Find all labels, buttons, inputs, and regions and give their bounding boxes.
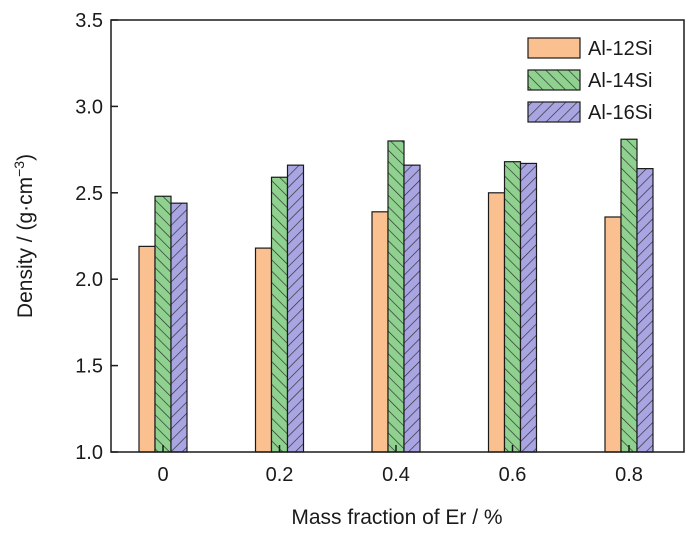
y-tick-label: 1.0 xyxy=(75,442,103,464)
bar-al-12si-0_8 xyxy=(604,216,622,453)
y-axis-title: Density / (g·cm−3) xyxy=(11,154,37,318)
legend-swatch xyxy=(527,101,581,123)
y-axis-title-close: ) xyxy=(14,154,37,161)
bar-al-14si-0 xyxy=(154,195,172,453)
bar-al-16si-0_8 xyxy=(636,168,654,453)
x-tick-label: 0 xyxy=(157,464,168,486)
bar-al-14si-0_6 xyxy=(503,161,522,453)
bar-al-16si-0_2 xyxy=(286,164,305,453)
x-axis: 0 0.2 0.4 0.6 0.8 xyxy=(157,445,643,486)
x-tick-label: 0.6 xyxy=(499,464,527,486)
y-axis-title-superscript: −3 xyxy=(11,161,27,177)
y-tick-label: 3.0 xyxy=(75,96,103,118)
x-axis-title: Mass fraction of Er / % xyxy=(291,506,502,529)
bar-al-14si-0_8 xyxy=(620,138,638,453)
y-tick-label: 2.0 xyxy=(75,269,103,291)
plot-frame xyxy=(110,19,685,453)
bar-al-16si-0 xyxy=(170,202,188,453)
x-tick-label: 0.2 xyxy=(266,464,294,486)
y-tick-label: 3.5 xyxy=(75,10,103,32)
bar-al-16si-0_6 xyxy=(519,162,538,453)
y-axis-title-main: Density / (g·cm xyxy=(14,177,37,318)
bar-al-12si-0_4 xyxy=(371,211,389,453)
y-tick-label: 2.5 xyxy=(75,183,103,205)
bar-al-12si-0 xyxy=(138,245,156,453)
bar-al-14si-0_4 xyxy=(387,140,405,453)
bar-al-14si-0_2 xyxy=(270,176,289,453)
bar-al-12si-0_6 xyxy=(487,192,506,453)
legend-label: Al-16Si xyxy=(588,102,652,124)
bars-layer xyxy=(138,138,654,453)
legend-swatch xyxy=(527,69,581,91)
legend: Al-12Si Al-14Si Al-16Si xyxy=(527,37,652,124)
x-tick-label: 0.8 xyxy=(615,464,643,486)
legend-label: Al-14Si xyxy=(588,70,652,92)
bar-al-16si-0_4 xyxy=(403,164,421,453)
bar-al-12si-0_2 xyxy=(254,247,273,453)
legend-swatch xyxy=(527,37,581,59)
y-axis: 1.0 1.5 2.0 2.5 3.0 3.5 xyxy=(75,10,118,464)
x-tick-label: 0.4 xyxy=(382,464,410,486)
y-tick-label: 1.5 xyxy=(75,356,103,378)
legend-label: Al-12Si xyxy=(588,38,652,60)
